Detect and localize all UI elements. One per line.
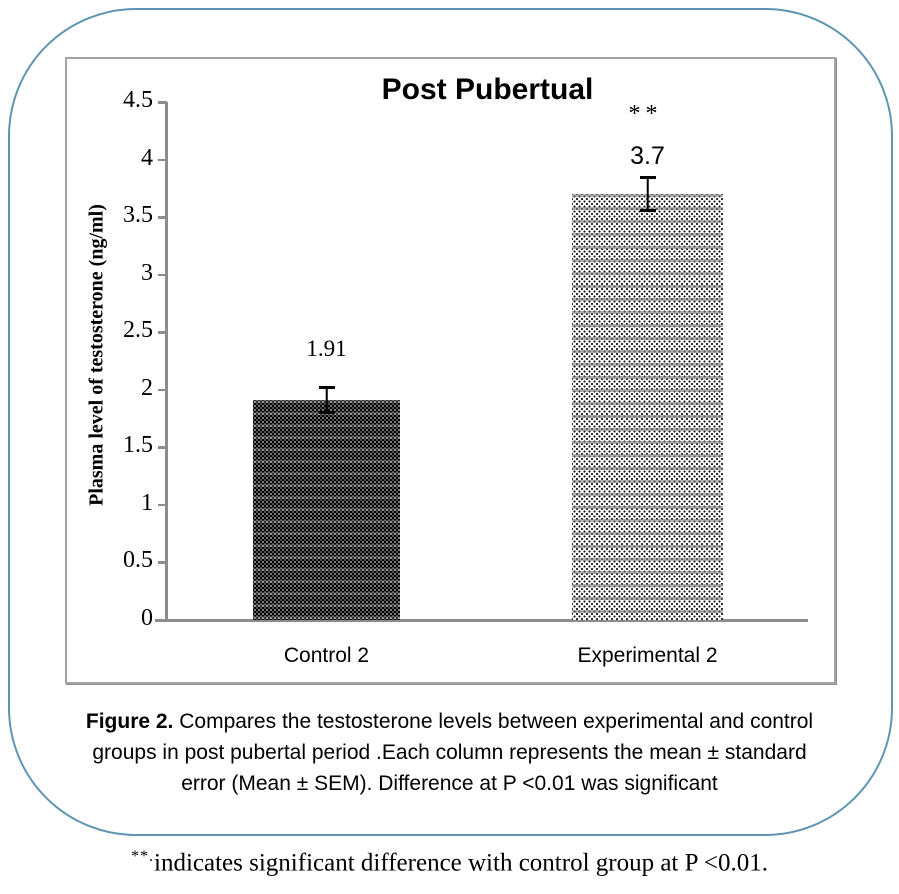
y-axis-tick-mark bbox=[158, 503, 167, 507]
y-axis-tick-label: 0 bbox=[141, 605, 153, 631]
y-axis-tick-mark bbox=[158, 388, 167, 392]
error-bar-cap-bottom bbox=[639, 209, 656, 213]
y-axis-tick-mark bbox=[158, 446, 167, 449]
caption-line-3: error (Mean ± SEM). Difference at P <0.0… bbox=[181, 772, 718, 795]
error-bar-control-2 bbox=[318, 386, 335, 414]
chart-box: Post Pubertual Plasma level of testoster… bbox=[65, 57, 836, 684]
x-axis-category-control-2: Control 2 bbox=[283, 644, 370, 667]
y-axis-tick-label: 0.5 bbox=[123, 547, 153, 574]
x-axis-category-experimental-2: Experimental 2 bbox=[577, 644, 718, 667]
footnote-superscript: **. bbox=[131, 848, 155, 865]
y-axis-tick-label: 2.5 bbox=[123, 317, 153, 344]
y-axis-line bbox=[165, 102, 168, 622]
y-axis-tick-label: 1.5 bbox=[123, 432, 153, 459]
caption-figure-label: Figure 2. bbox=[85, 710, 174, 733]
significance-marker: ** bbox=[628, 101, 663, 127]
bar-control-2 bbox=[253, 400, 400, 620]
x-axis-line bbox=[155, 619, 808, 622]
y-axis-tick-label: 3 bbox=[141, 259, 153, 286]
error-bar-vline bbox=[325, 386, 328, 414]
y-axis-tick-mark bbox=[158, 216, 167, 219]
y-axis-tick-label: 2 bbox=[141, 374, 153, 401]
y-axis-label: Plasma level of testosterone (ng/ml) bbox=[85, 204, 108, 506]
y-axis-tick-mark bbox=[158, 273, 167, 277]
bar-value-label-control-2: 1.91 bbox=[306, 336, 347, 361]
y-axis-tick-label: 3.5 bbox=[123, 202, 153, 229]
plot-area: Post Pubertual Plasma level of testoster… bbox=[67, 59, 834, 682]
error-bar-cap-top bbox=[639, 175, 656, 179]
caption-line-1-text: Compares the testosterone levels between… bbox=[173, 710, 814, 733]
y-axis-tick-mark bbox=[158, 561, 167, 564]
footnote-text: indicates significant difference with co… bbox=[154, 849, 768, 877]
error-bar-cap-top bbox=[318, 386, 335, 390]
y-axis-tick-label: 1 bbox=[141, 489, 153, 516]
y-axis-tick-label: 4 bbox=[141, 144, 153, 171]
caption-line-2: groups in post pubertal period .Each col… bbox=[92, 741, 807, 764]
chart-title: Post Pubertual bbox=[381, 73, 594, 106]
bar-experimental-2 bbox=[572, 194, 723, 620]
y-axis-tick-mark bbox=[158, 158, 167, 162]
error-bar-cap-bottom bbox=[318, 410, 335, 414]
bar-value-label-experimental-2: 3.7 bbox=[630, 142, 665, 170]
figure-caption: Figure 2. Compares the testosterone leve… bbox=[57, 706, 842, 799]
significance-footnote: **.indicates significant difference with… bbox=[0, 848, 899, 877]
figure-rounded-border bbox=[8, 8, 893, 836]
error-bar-experimental-2 bbox=[639, 175, 656, 213]
y-axis-tick-mark bbox=[158, 101, 167, 104]
y-axis-tick-label: 4.5 bbox=[123, 87, 153, 113]
y-axis-tick-mark bbox=[158, 331, 167, 334]
error-bar-vline bbox=[646, 175, 649, 213]
caption-line-1: Figure 2. Compares the testosterone leve… bbox=[57, 706, 842, 737]
